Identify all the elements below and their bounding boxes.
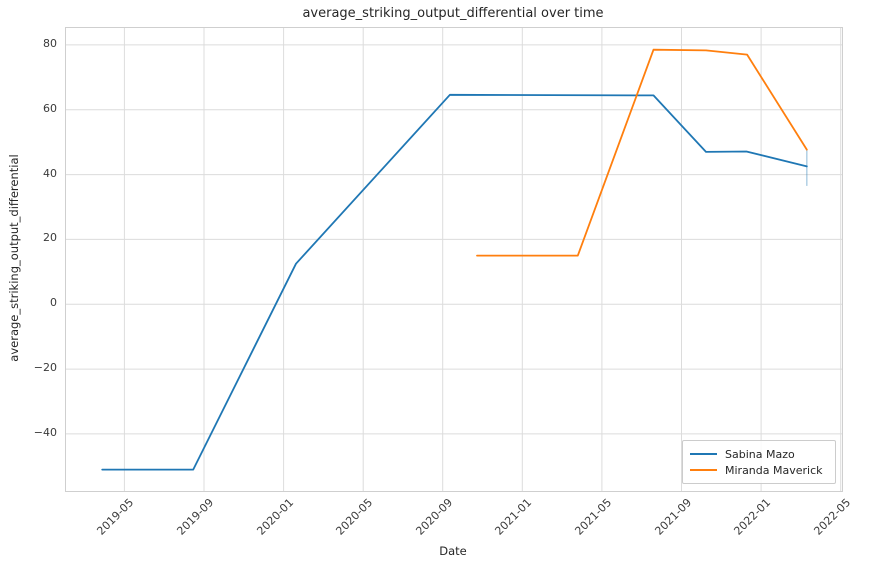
x-axis-label: Date <box>439 544 467 558</box>
legend-item-label: Miranda Maverick <box>725 463 823 477</box>
legend-item-label: Sabina Mazo <box>725 447 795 461</box>
x-tick-label: 2021-05 <box>572 496 615 538</box>
y-tick-label: 20 <box>43 231 57 245</box>
legend-line-swatch <box>690 469 717 471</box>
y-tick-label: −40 <box>33 425 57 439</box>
x-tick-label: 2020-01 <box>254 496 296 538</box>
y-axis-label: average_striking_output_differential <box>7 154 21 362</box>
y-tick-label: 80 <box>43 36 57 50</box>
y-tick-label: 40 <box>43 166 57 180</box>
y-tick-label: −20 <box>33 361 57 375</box>
chart-title: average_striking_output_differential ove… <box>302 6 604 21</box>
x-tick-label: 2019-09 <box>174 496 217 538</box>
plot-area <box>65 27 843 492</box>
x-tick-label: 2020-05 <box>333 496 376 538</box>
x-tick-label: 2020-09 <box>413 496 455 538</box>
legend-line-swatch <box>690 453 717 455</box>
y-tick-label: 60 <box>43 101 57 115</box>
x-tick-label: 2019-05 <box>94 496 137 538</box>
x-tick-label: 2021-09 <box>651 496 694 538</box>
x-tick-label: 2022-01 <box>731 496 774 538</box>
y-tick-label: 0 <box>50 296 57 310</box>
legend-item: Miranda Maverick <box>690 462 827 478</box>
x-tick-label: 2021-01 <box>492 496 535 538</box>
chart-svg <box>66 28 842 491</box>
legend: Sabina Mazo Miranda Maverick <box>682 440 836 484</box>
legend-item: Sabina Mazo <box>690 446 827 462</box>
x-tick-label: 2022-05 <box>811 496 853 538</box>
